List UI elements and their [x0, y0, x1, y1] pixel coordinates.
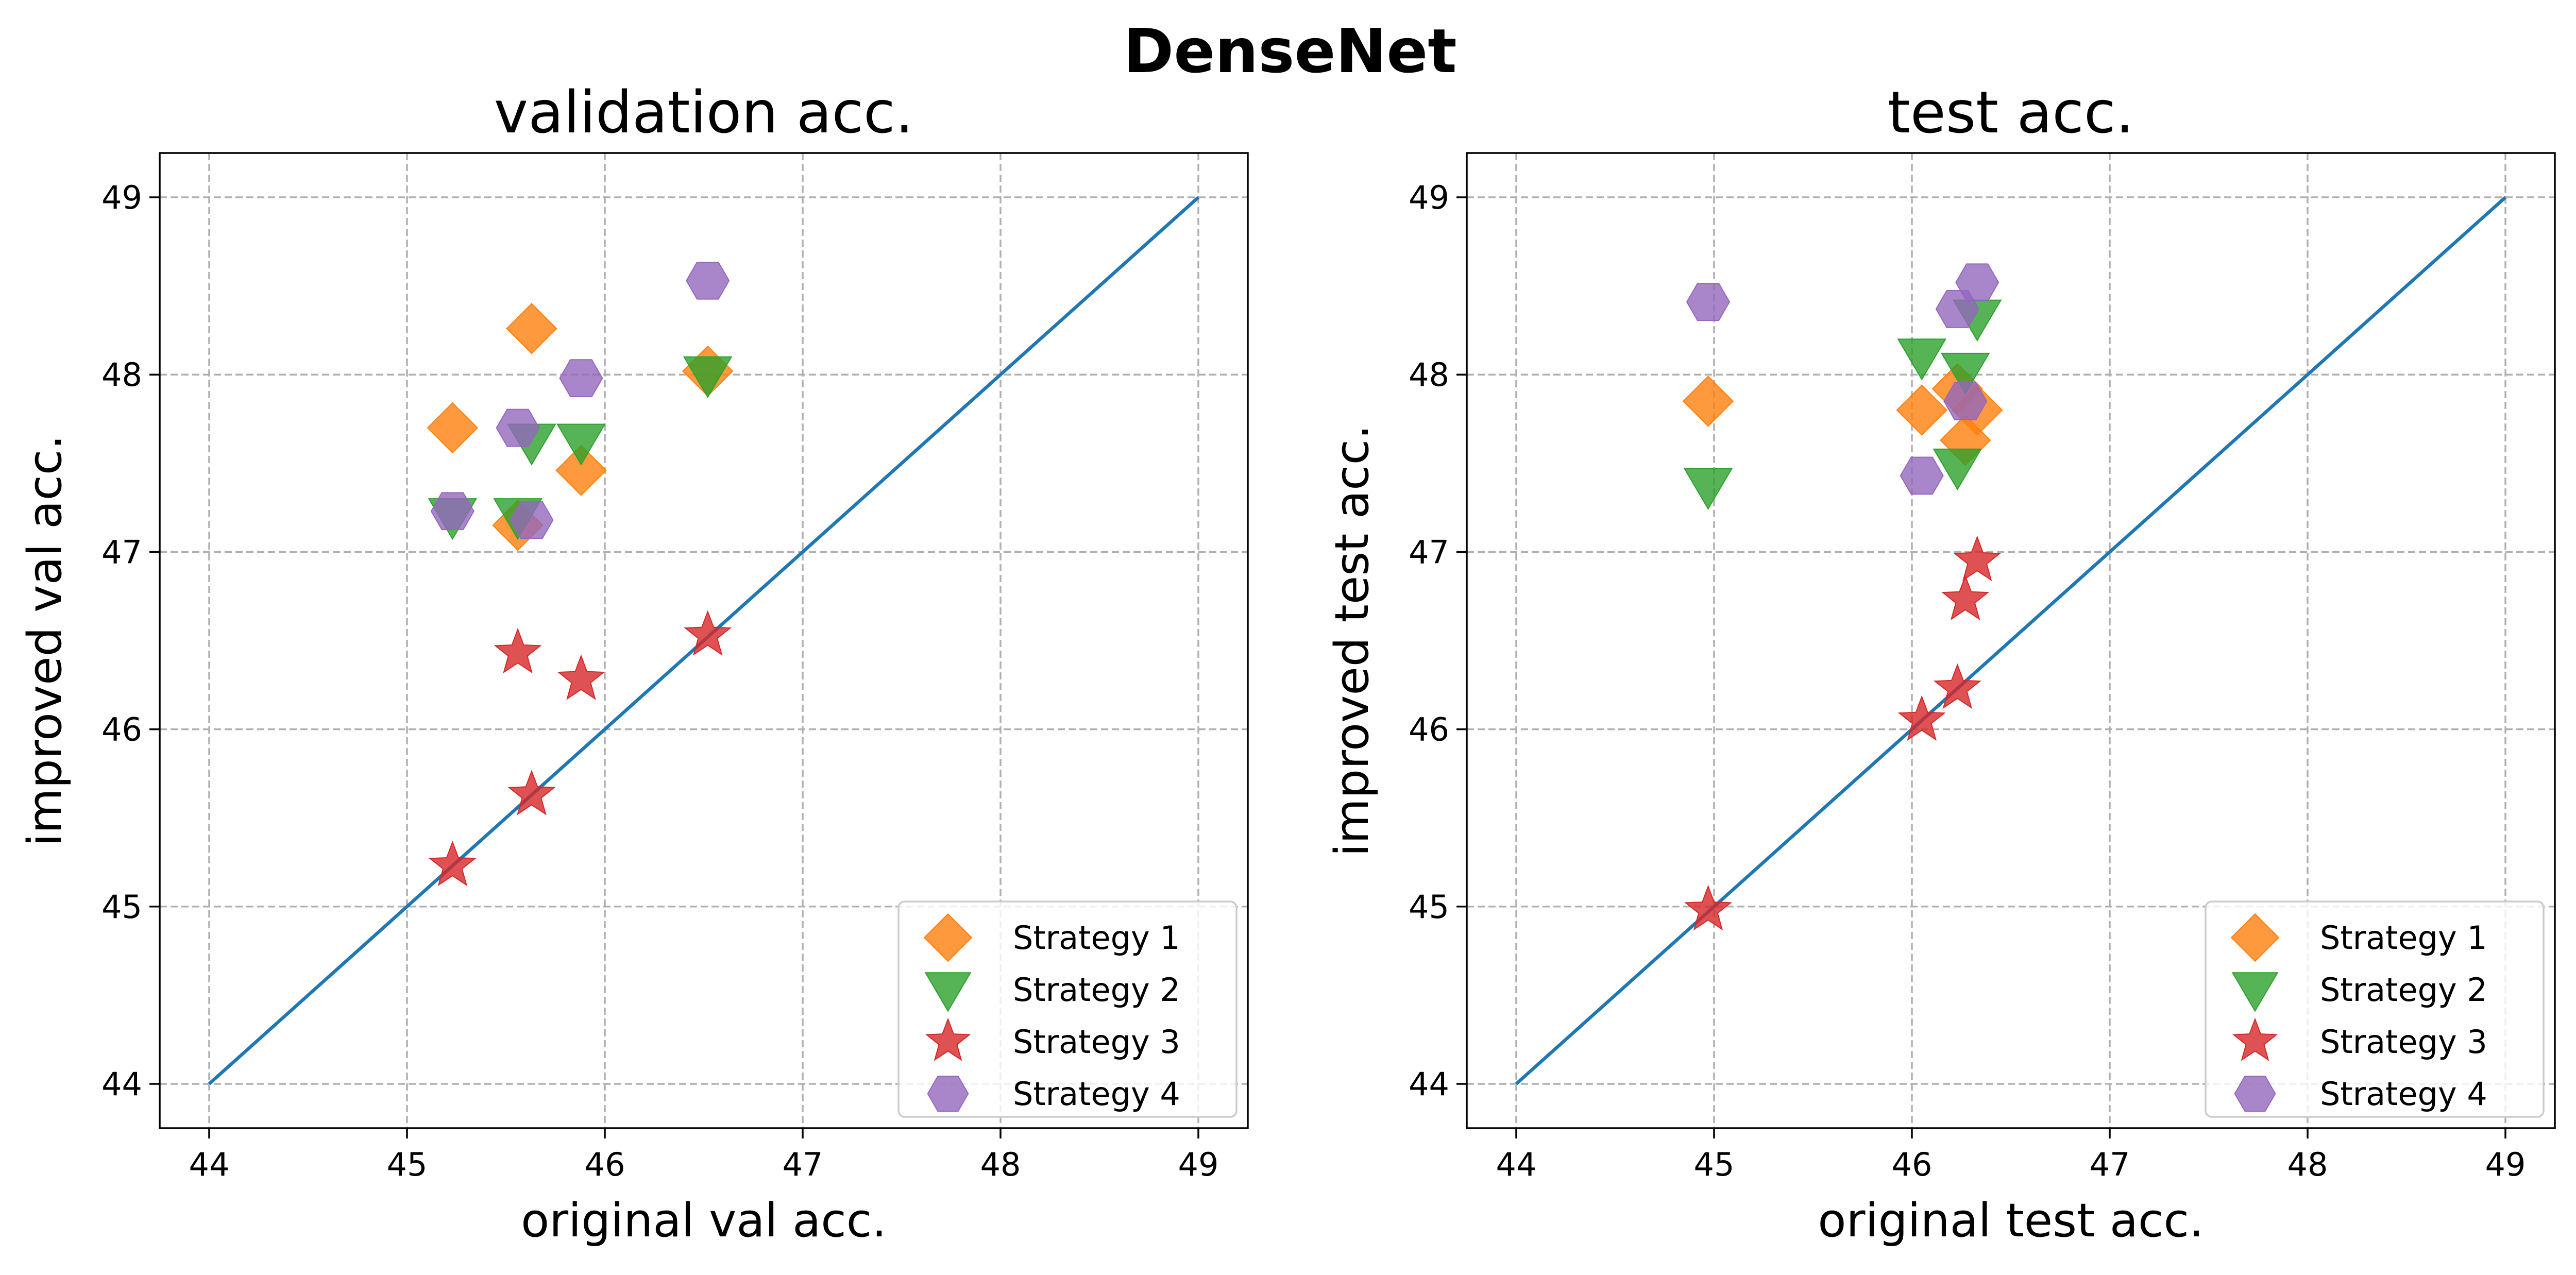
axes-frame: [1466, 152, 2556, 1129]
test-strategy-4-point: [1686, 283, 1731, 321]
legend-strategy-4-marker: [2234, 1075, 2276, 1112]
val-strategy-4-point: [686, 261, 730, 300]
legend-strategy-4-label: Strategy 4: [2320, 1075, 2487, 1113]
y-tick-label: 44: [1409, 1065, 1449, 1103]
legend-strategy-3-marker: [2232, 1017, 2278, 1061]
x-tick-label: 48: [980, 1146, 1021, 1183]
y-tick-label: 48: [1409, 356, 1449, 394]
x-tick-label: 49: [2485, 1146, 2526, 1183]
test-strategy-3-point: [1953, 535, 2002, 582]
test-strategy-2-point: [1940, 352, 1990, 395]
val-strategy-4-point: [496, 409, 540, 447]
val-strategy-4-point: [510, 501, 554, 539]
test-strategy-4-point: [1955, 263, 1999, 302]
legend-strategy-1-label: Strategy 1: [1013, 919, 1180, 957]
y-tick-label: 47: [101, 533, 142, 571]
legend-strategy-2-marker: [924, 972, 972, 1012]
test-strategy-2-point: [1897, 338, 1946, 381]
test-strategy-2-point: [1933, 448, 1982, 490]
test-strategy-4-point: [1943, 382, 1988, 420]
figure-title: DenseNet: [1123, 15, 1456, 87]
val-strategy-1-point: [506, 303, 557, 354]
x-axis-label: original val acc.: [521, 1194, 887, 1248]
legend-strategy-4-label: Strategy 4: [1013, 1075, 1180, 1113]
test-strategy-1-point: [1682, 376, 1734, 427]
y-tick-label: 48: [101, 356, 142, 394]
val-strategy-2-point: [683, 356, 733, 398]
x-tick-label: 47: [783, 1146, 823, 1183]
x-tick-label: 46: [585, 1146, 625, 1183]
y-tick-label: 46: [1409, 711, 1449, 749]
y-tick-label: 44: [101, 1065, 142, 1103]
legend-frame: [2205, 900, 2545, 1118]
x-tick-label: 47: [2090, 1146, 2130, 1183]
legend: Strategy 1 Strategy 2 Strategy 3 Strategy 4: [897, 900, 1238, 1118]
y-tick-label: 47: [1409, 533, 1449, 571]
test-strategy-4-point: [1900, 456, 1944, 495]
y-tick-label: 45: [1409, 888, 1449, 926]
x-tick-label: 46: [1892, 1146, 1933, 1183]
test-strategy-3-point: [1933, 663, 1981, 709]
legend-strategy-1-label: Strategy 1: [2320, 919, 2487, 957]
val-strategy-4-point: [559, 359, 603, 397]
legend-strategy-4-marker: [927, 1075, 969, 1112]
panel-title: validation acc.: [494, 79, 913, 146]
val-strategy-2-point: [556, 423, 606, 466]
legend-strategy-1-marker: [923, 913, 973, 962]
x-tick-label: 49: [1178, 1146, 1219, 1183]
legend-strategy-3-label: Strategy 3: [1013, 1023, 1180, 1061]
validation-accuracy-panel: 44 45 46 47 48 49 44 45 46 47 48 49 validation acc. o…: [18, 79, 1249, 1248]
val-strategy-3-point: [507, 770, 556, 815]
y-axis-label: improved test acc.: [1325, 424, 1379, 856]
legend-strategy-3-marker: [925, 1017, 971, 1061]
val-strategy-3-point: [428, 840, 477, 887]
test-strategy-3-point: [1684, 885, 1732, 931]
x-tick-label: 45: [1694, 1146, 1735, 1183]
test-strategy-3-point: [1897, 695, 1946, 741]
x-tick-label: 48: [2287, 1146, 2328, 1183]
legend-strategy-2-marker: [2231, 972, 2279, 1012]
identity-reference-line: [1515, 196, 2507, 1085]
test-strategy-1-point: [1896, 384, 1947, 436]
legend-strategy-2-label: Strategy 2: [2320, 971, 2487, 1009]
legend: Strategy 1 Strategy 2 Strategy 3 Strategy 4: [2205, 900, 2545, 1118]
legend-strategy-2-label: Strategy 2: [1013, 971, 1180, 1009]
legend-strategy-1-marker: [2230, 913, 2280, 962]
axes-frame: [159, 152, 1249, 1129]
y-tick-label: 49: [101, 179, 142, 216]
val-strategy-4-point: [430, 492, 474, 531]
val-strategy-3-point: [557, 654, 605, 700]
x-tick-label: 44: [189, 1146, 230, 1183]
test-accuracy-panel: 44 45 46 47 48 49 44 45 46 47 48 49 test acc. origina…: [1325, 79, 2556, 1248]
test-strategy-3-point: [1941, 574, 1990, 620]
val-strategy-3-point: [684, 610, 732, 656]
y-tick-label: 45: [101, 888, 142, 926]
x-tick-label: 44: [1496, 1146, 1537, 1183]
val-strategy-3-point: [494, 627, 542, 674]
x-tick-label: 45: [387, 1146, 428, 1183]
y-tick-label: 49: [1409, 179, 1449, 216]
y-axis-label: improved val acc.: [18, 435, 72, 846]
legend-frame: [897, 900, 1238, 1118]
y-tick-label: 46: [101, 711, 142, 749]
val-strategy-1-point: [555, 445, 607, 496]
x-axis-label: original test acc.: [1818, 1194, 2204, 1248]
legend-strategy-3-label: Strategy 3: [2320, 1023, 2487, 1061]
panel-title: test acc.: [1888, 79, 2134, 146]
test-strategy-2-point: [1683, 468, 1733, 510]
val-strategy-1-point: [427, 402, 479, 454]
